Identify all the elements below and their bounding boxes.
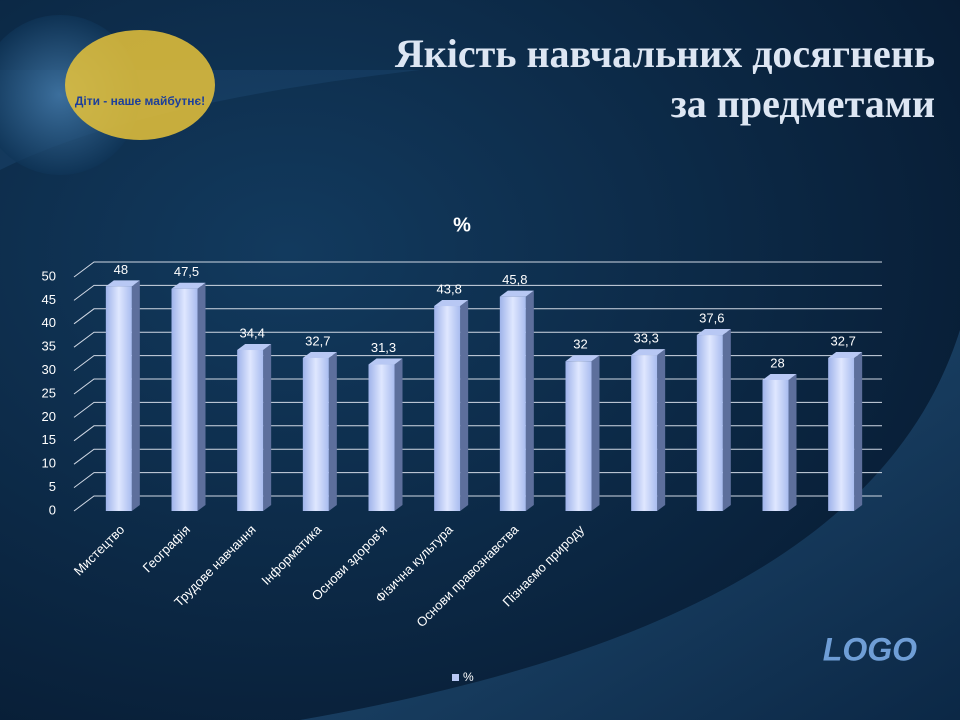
bar-top (828, 351, 863, 358)
bar (302, 357, 329, 511)
badge-map (65, 30, 215, 140)
bar-side (788, 373, 797, 511)
data-label: 32,7 (831, 333, 856, 348)
grid-line (73, 401, 882, 418)
data-label: 34,4 (240, 325, 265, 340)
bar-side (460, 300, 469, 511)
bar-side (722, 329, 731, 511)
bar-side (525, 290, 534, 511)
grid-line (73, 308, 882, 325)
y-tick-label: 20 (42, 409, 56, 424)
y-tick-label: 0 (49, 502, 56, 517)
bar-top (762, 373, 797, 380)
bar (105, 286, 132, 511)
bar-top (368, 358, 403, 365)
bar (434, 306, 461, 511)
bar (631, 355, 658, 511)
logo: LOGO (823, 631, 917, 667)
grid-line (73, 284, 882, 301)
bar-top (105, 280, 140, 287)
y-tick-label: 25 (42, 385, 56, 400)
chart-title: % (453, 214, 471, 236)
y-tick-label: 30 (42, 362, 56, 377)
bar-side (657, 349, 666, 511)
bar-side (591, 355, 600, 511)
bar (565, 361, 592, 511)
grid-line (73, 261, 882, 278)
bar-side (394, 358, 403, 511)
bar-side (328, 351, 337, 511)
y-tick-label: 10 (42, 456, 56, 471)
y-tick-label: 40 (42, 315, 56, 330)
grid-line (73, 425, 882, 442)
bar-top (696, 329, 731, 336)
data-label: 47,5 (174, 264, 199, 279)
bar (499, 296, 526, 511)
data-label: 32,7 (305, 333, 330, 348)
y-tick-label: 15 (42, 432, 56, 447)
data-label: 48 (114, 262, 128, 277)
bar (696, 335, 723, 511)
grid-line (73, 331, 882, 348)
bar-side (131, 280, 140, 511)
bar-top (434, 300, 469, 307)
badge-text: Діти - наше майбутнє! (75, 94, 205, 108)
slide-title: Якість навчальних досягнень (395, 31, 935, 76)
bar (828, 357, 855, 511)
bar (762, 379, 789, 511)
y-tick-label: 50 (42, 268, 56, 283)
bar (368, 364, 395, 511)
y-tick-label: 5 (49, 479, 56, 494)
bar (237, 350, 264, 511)
y-tick-label: 45 (42, 292, 56, 307)
legend-swatch (452, 674, 459, 681)
bar-top (631, 349, 666, 356)
bar-top (237, 344, 272, 351)
bar-top (171, 282, 206, 289)
slide-title: за предметами (671, 81, 935, 126)
bar-side (263, 344, 272, 511)
bar-top (499, 290, 534, 297)
data-label: 28 (770, 355, 784, 370)
grid-line (73, 472, 882, 488)
data-label: 37,6 (699, 310, 724, 325)
bar-top (565, 355, 600, 362)
bar-side (197, 282, 206, 511)
legend: % (452, 670, 474, 684)
data-label: 32 (573, 337, 587, 352)
data-label: 45,8 (502, 272, 527, 287)
legend-label: % (463, 670, 474, 684)
bar-side (854, 351, 863, 511)
grid-line (73, 355, 882, 371)
swoosh (300, 330, 960, 720)
data-label: 31,3 (371, 340, 396, 355)
grid-line (73, 378, 882, 395)
y-tick-label: 35 (42, 339, 56, 354)
grid-line (73, 448, 882, 465)
data-label: 43,8 (437, 281, 462, 296)
bar (171, 288, 198, 511)
bar-top (302, 351, 337, 358)
grid-line (73, 495, 882, 512)
data-label: 33,3 (634, 331, 659, 346)
